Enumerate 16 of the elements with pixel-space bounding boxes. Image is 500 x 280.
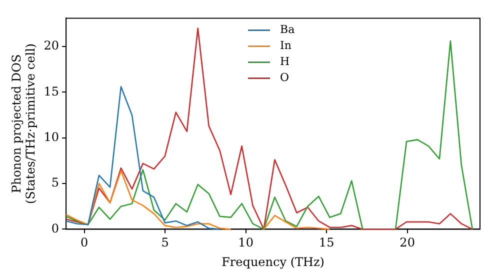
legend-label: Ba	[280, 23, 296, 36]
y-tick-label: 0	[51, 221, 60, 236]
x-tick-label: 10	[238, 236, 254, 250]
x-tick-label: 0	[80, 236, 88, 250]
legend-label: O	[280, 71, 290, 84]
legend-label: H	[280, 55, 290, 68]
y-tick-label: 5	[51, 176, 60, 190]
y-axis-title: Phonon projected DOS (States/THz·primitive cell)	[9, 43, 38, 204]
legend-label: In	[280, 39, 292, 52]
x-axis-title: Frequency (THz)	[222, 254, 324, 269]
y-tick-label: 20	[44, 38, 60, 53]
x-tick-label: 20	[400, 236, 415, 250]
y-tick-label: 10	[44, 130, 60, 144]
x-tick-label: 15	[318, 236, 334, 250]
y-tick-label: 15	[44, 84, 60, 98]
x-tick-label: 5	[161, 236, 169, 250]
